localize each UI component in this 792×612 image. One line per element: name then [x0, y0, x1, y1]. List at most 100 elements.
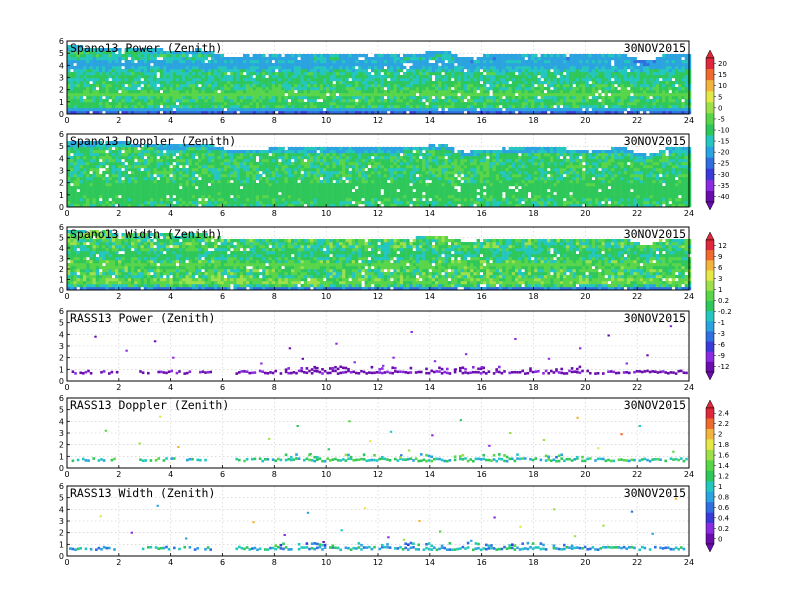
data-cell — [409, 84, 413, 88]
data-cell — [118, 204, 122, 208]
data-cell — [604, 72, 608, 76]
data-cell — [201, 81, 205, 85]
data-cell — [387, 84, 391, 88]
data-cell — [643, 63, 647, 67]
data-cell — [95, 63, 100, 67]
data-cell — [259, 93, 263, 97]
data-cell — [287, 90, 292, 94]
data-cell — [95, 72, 100, 76]
data-cell — [643, 72, 647, 76]
data-cell — [111, 99, 116, 103]
data-cell — [108, 63, 112, 67]
data-cell — [371, 57, 375, 61]
data-cell — [163, 87, 167, 91]
data-cell — [230, 168, 234, 172]
data-cell — [489, 108, 493, 112]
data-cell — [383, 90, 388, 94]
data-cell — [124, 204, 128, 208]
data-cell — [73, 90, 77, 94]
data-cell — [73, 171, 77, 175]
data-cell — [255, 72, 260, 76]
data-cell — [99, 99, 103, 103]
data-cell — [191, 60, 196, 64]
data-cell — [214, 195, 218, 199]
data-cell — [300, 57, 304, 61]
data-cell — [364, 105, 368, 109]
data-cell — [249, 108, 253, 112]
data-cell — [118, 192, 122, 196]
data-cell — [521, 78, 525, 82]
data-cell — [591, 111, 596, 115]
data-cell — [489, 111, 493, 115]
data-cell — [275, 60, 279, 64]
data-cell — [662, 75, 666, 79]
data-cell — [147, 48, 151, 52]
data-cell — [380, 93, 384, 97]
data-cell — [646, 66, 650, 70]
data-cell — [511, 93, 516, 97]
data-cell — [559, 90, 564, 94]
data-cell — [92, 168, 96, 172]
data-cell — [163, 183, 167, 187]
data-cell — [540, 63, 544, 67]
data-cell — [156, 78, 160, 82]
data-cell — [105, 81, 109, 85]
data-cell — [246, 204, 250, 208]
data-cell — [95, 183, 100, 187]
data-cell — [444, 99, 448, 103]
data-cell — [531, 102, 535, 106]
data-cell — [291, 96, 295, 100]
data-cell — [678, 78, 682, 82]
data-cell — [393, 99, 397, 103]
data-cell — [268, 102, 272, 106]
data-cell — [563, 57, 567, 61]
data-cell — [454, 78, 458, 82]
data-cell — [185, 186, 189, 190]
data-cell — [547, 66, 551, 70]
data-cell — [92, 93, 96, 97]
data-cell — [607, 99, 612, 103]
data-cell — [323, 57, 327, 61]
data-cell — [131, 93, 135, 97]
data-cell — [508, 54, 512, 58]
data-cell — [339, 93, 343, 97]
data-cell — [76, 54, 80, 58]
data-cell — [262, 99, 266, 103]
data-cell — [447, 105, 452, 109]
data-cell — [291, 90, 295, 94]
data-cell — [438, 66, 442, 70]
data-cell — [134, 168, 138, 172]
data-cell — [329, 102, 333, 106]
data-cell — [323, 60, 327, 64]
data-cell — [268, 78, 272, 82]
data-cell — [99, 102, 103, 106]
data-cell — [198, 189, 202, 193]
data-cell — [265, 99, 269, 103]
data-cell — [188, 96, 192, 100]
data-cell — [86, 48, 90, 52]
data-cell — [585, 57, 589, 61]
data-cell — [153, 144, 157, 148]
data-cell — [505, 108, 509, 112]
data-cell — [521, 69, 525, 73]
data-cell — [268, 111, 272, 115]
data-cell — [454, 54, 458, 58]
data-cell — [614, 87, 618, 91]
data-cell — [467, 66, 471, 70]
data-cell — [611, 54, 615, 58]
data-cell — [223, 183, 228, 187]
data-cell — [121, 90, 125, 94]
data-cell — [108, 66, 112, 70]
data-cell — [675, 54, 679, 58]
data-cell — [175, 54, 180, 58]
data-cell — [217, 189, 221, 193]
data-cell — [620, 87, 624, 91]
data-cell — [595, 69, 599, 73]
data-cell — [355, 111, 359, 115]
data-cell — [415, 81, 420, 85]
data-cell — [588, 69, 592, 73]
data-cell — [143, 96, 148, 100]
data-cell — [543, 111, 548, 115]
data-cell — [655, 81, 660, 85]
data-cell — [262, 84, 266, 88]
